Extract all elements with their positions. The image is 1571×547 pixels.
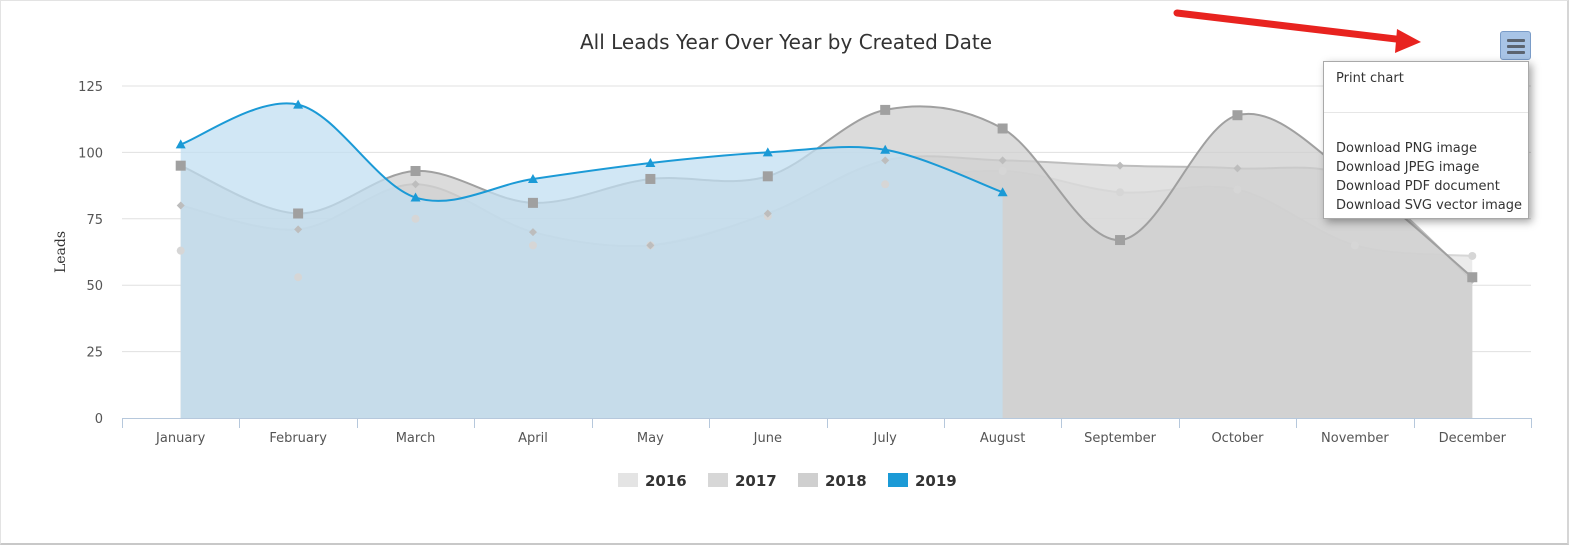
y-tick-label: 75 xyxy=(86,213,103,228)
data-point-2016 xyxy=(998,166,1007,175)
data-point-2019 xyxy=(293,99,304,109)
data-point-2016 xyxy=(881,180,890,189)
x-tick-label: June xyxy=(753,431,782,446)
data-point-2016 xyxy=(1233,185,1242,194)
x-tick-label: August xyxy=(980,431,1026,446)
data-point-2017 xyxy=(763,209,772,218)
y-tick-label: 50 xyxy=(86,279,103,294)
legend-label-2016: 2016 xyxy=(645,472,687,490)
x-tick-label: September xyxy=(1084,431,1157,446)
data-point-2017 xyxy=(646,241,655,250)
red-arrow-icon xyxy=(1173,9,1421,53)
data-point-2016 xyxy=(294,273,303,282)
data-point-2016 xyxy=(1116,188,1125,197)
data-point-2016 xyxy=(1350,241,1359,250)
x-tick-label: November xyxy=(1321,431,1389,446)
data-point-2019 xyxy=(410,192,421,202)
data-point-2018 xyxy=(997,123,1008,134)
y-axis-title: Leads xyxy=(53,231,69,273)
download-svg-item[interactable]: Download SVG vector image xyxy=(1336,198,1522,213)
menu-separator xyxy=(1324,112,1528,113)
legend-swatch-2018 xyxy=(798,473,818,487)
data-point-2017 xyxy=(881,156,890,165)
x-tick-label: January xyxy=(155,431,206,446)
series-line-2019 xyxy=(180,102,1003,202)
x-tick-label: July xyxy=(873,431,898,446)
legend-swatch-2017 xyxy=(708,473,728,487)
legend-item-2016[interactable]: 2016 xyxy=(618,472,687,490)
data-point-2019 xyxy=(527,173,538,183)
data-point-2018 xyxy=(527,197,538,208)
data-point-2016 xyxy=(1468,251,1477,260)
y-tick-label: 0 xyxy=(95,412,103,427)
data-point-2016 xyxy=(411,214,420,223)
y-tick-label: 25 xyxy=(86,346,103,361)
x-tick-label: March xyxy=(396,431,436,446)
data-point-2016 xyxy=(528,241,537,250)
data-point-2018 xyxy=(1115,235,1126,246)
chart-title: All Leads Year Over Year by Created Date xyxy=(580,30,992,54)
legend-item-2018[interactable]: 2018 xyxy=(798,472,867,490)
data-point-2016 xyxy=(176,246,185,255)
data-point-2017 xyxy=(411,180,420,189)
data-point-2018 xyxy=(645,173,656,184)
data-point-2018 xyxy=(762,171,773,182)
x-tick-label: April xyxy=(518,431,548,446)
series-markers xyxy=(175,99,1478,284)
series-area-2019 xyxy=(180,103,1003,419)
x-tick-label: October xyxy=(1211,431,1264,446)
download-png-item[interactable]: Download PNG image xyxy=(1336,141,1478,156)
x-tick-label: May xyxy=(637,431,664,446)
export-menu: Print chart Download PNG image Download … xyxy=(1323,61,1529,219)
data-point-2017 xyxy=(528,228,537,237)
legend-swatch-2019 xyxy=(888,473,908,487)
data-point-2019 xyxy=(645,158,656,168)
data-point-2018 xyxy=(293,208,304,219)
data-point-2018 xyxy=(880,104,891,115)
download-pdf-item[interactable]: Download PDF document xyxy=(1336,179,1500,194)
data-point-2017 xyxy=(1233,164,1242,173)
data-point-2019 xyxy=(997,187,1008,197)
legend-label-2019: 2019 xyxy=(915,472,957,490)
data-point-2018 xyxy=(175,160,186,171)
legend-label-2018: 2018 xyxy=(825,472,867,490)
print-chart-item[interactable]: Print chart xyxy=(1336,71,1404,86)
data-point-2017 xyxy=(176,201,185,210)
x-tick-label: February xyxy=(269,431,327,446)
data-point-2017 xyxy=(998,156,1007,165)
legend-swatch-2016 xyxy=(618,473,638,487)
data-point-2019 xyxy=(762,147,773,157)
y-tick-label: 100 xyxy=(78,146,103,161)
legend-label-2017: 2017 xyxy=(735,472,777,490)
hamburger-menu-icon[interactable] xyxy=(1500,31,1531,60)
data-point-2018 xyxy=(410,165,421,176)
legend-item-2019[interactable]: 2019 xyxy=(888,472,957,490)
x-tick-label: December xyxy=(1439,431,1507,446)
download-jpeg-item[interactable]: Download JPEG image xyxy=(1336,160,1480,175)
x-axis: January February March April May June July Augu… xyxy=(122,418,1532,446)
series-area xyxy=(180,102,1473,419)
data-point-2017 xyxy=(1116,161,1125,170)
legend: 2016 2017 2018 2019 xyxy=(618,472,957,490)
data-point-2019 xyxy=(880,144,891,154)
data-point-2018 xyxy=(1467,272,1478,283)
data-point-2017 xyxy=(294,225,303,234)
legend-item-2017[interactable]: 2017 xyxy=(708,472,777,490)
y-tick-label: 125 xyxy=(78,80,103,95)
data-point-2019 xyxy=(175,139,186,149)
data-point-2018 xyxy=(1232,110,1243,121)
